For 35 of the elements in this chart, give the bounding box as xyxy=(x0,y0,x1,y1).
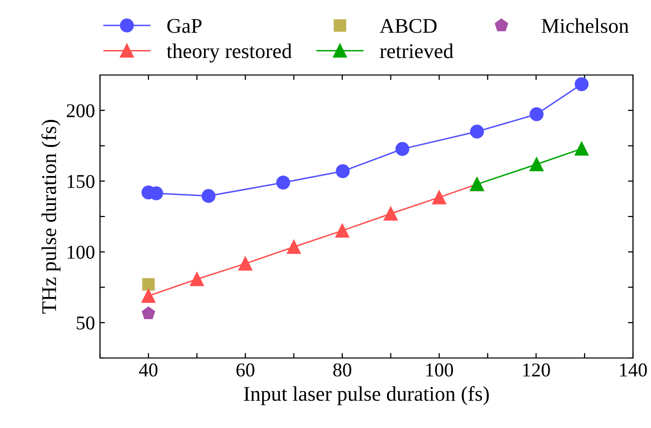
y-tick-label: 200 xyxy=(66,104,94,118)
point xyxy=(335,224,350,238)
point xyxy=(142,278,155,291)
x-tick-label: 140 xyxy=(620,363,647,377)
legend-label: theory restored xyxy=(166,44,292,62)
point xyxy=(432,190,446,204)
point xyxy=(238,256,252,271)
point xyxy=(530,157,544,172)
x-tick-label: 60 xyxy=(236,363,254,377)
point xyxy=(470,124,484,139)
point xyxy=(142,288,156,303)
point xyxy=(142,306,156,320)
legend-label: ABCD xyxy=(380,18,437,33)
y-tick-label: 100 xyxy=(68,246,94,259)
point xyxy=(574,142,589,156)
x-tick-label: 100 xyxy=(426,363,454,377)
legend-label: GaP xyxy=(167,18,202,33)
point xyxy=(286,240,301,254)
point xyxy=(574,77,589,92)
point xyxy=(202,189,216,203)
x-tick-label: 40 xyxy=(139,363,158,377)
x-tick-label: 80 xyxy=(333,363,352,377)
x-tick-label: 120 xyxy=(523,363,550,377)
point xyxy=(395,142,410,156)
point xyxy=(276,176,290,190)
y-tick-label: 50 xyxy=(76,316,94,330)
legend-label: Michelson xyxy=(542,18,629,33)
legend-label: retrieved xyxy=(380,44,454,58)
y-tick-label: 150 xyxy=(68,174,94,188)
x-axis-title: Input laser pulse duration (fs) xyxy=(244,386,489,406)
point xyxy=(530,107,544,122)
point xyxy=(384,206,398,221)
point xyxy=(190,272,204,286)
point xyxy=(336,164,350,178)
y-axis-title: THz pulse duration (fs) xyxy=(41,120,60,314)
